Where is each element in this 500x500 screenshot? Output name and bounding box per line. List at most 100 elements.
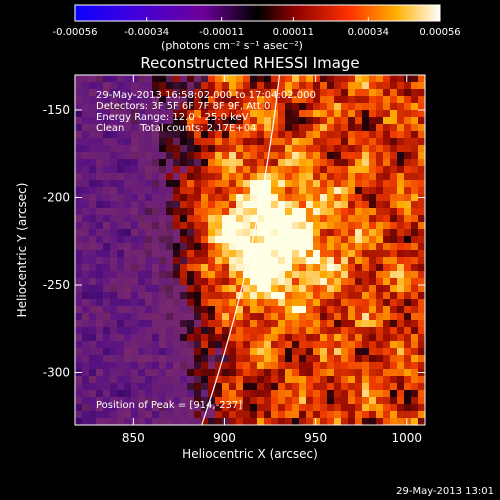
image-pixel xyxy=(243,138,251,146)
image-pixel xyxy=(208,313,216,321)
image-pixel xyxy=(82,215,90,223)
image-pixel xyxy=(257,215,265,223)
image-pixel xyxy=(138,341,146,349)
image-pixel xyxy=(243,117,251,125)
image-pixel xyxy=(292,390,300,398)
image-pixel xyxy=(334,278,342,286)
image-pixel xyxy=(292,124,300,132)
image-pixel xyxy=(257,138,265,146)
image-pixel xyxy=(117,376,125,384)
image-pixel xyxy=(250,348,258,356)
image-pixel xyxy=(278,180,286,188)
image-pixel xyxy=(152,138,160,146)
image-pixel xyxy=(243,376,251,384)
image-pixel xyxy=(334,243,342,251)
image-pixel xyxy=(145,306,153,314)
image-pixel xyxy=(201,187,209,195)
image-pixel xyxy=(278,278,286,286)
image-pixel xyxy=(313,334,321,342)
image-pixel xyxy=(334,292,342,300)
image-pixel xyxy=(222,383,230,391)
image-pixel xyxy=(208,278,216,286)
image-pixel xyxy=(271,236,279,244)
image-pixel xyxy=(264,103,272,111)
image-pixel xyxy=(124,292,132,300)
image-pixel xyxy=(320,187,328,195)
image-pixel xyxy=(334,89,342,97)
image-pixel xyxy=(334,173,342,181)
image-pixel xyxy=(397,383,405,391)
image-pixel xyxy=(173,313,181,321)
image-pixel xyxy=(250,264,258,272)
image-pixel xyxy=(313,418,321,425)
image-pixel xyxy=(285,348,293,356)
image-pixel xyxy=(103,187,111,195)
image-pixel xyxy=(152,397,160,405)
image-pixel xyxy=(208,348,216,356)
image-pixel xyxy=(103,138,111,146)
image-pixel xyxy=(292,264,300,272)
image-pixel xyxy=(159,173,167,181)
image-pixel xyxy=(404,348,412,356)
image-pixel xyxy=(320,306,328,314)
image-pixel xyxy=(173,96,181,104)
image-pixel xyxy=(271,75,279,83)
image-pixel xyxy=(145,215,153,223)
image-pixel xyxy=(327,75,335,83)
image-pixel xyxy=(110,383,118,391)
image-pixel xyxy=(187,229,195,237)
image-pixel xyxy=(355,180,363,188)
image-pixel xyxy=(327,404,335,412)
image-pixel xyxy=(383,306,391,314)
image-pixel xyxy=(264,278,272,286)
image-pixel xyxy=(145,201,153,209)
image-pixel xyxy=(159,390,167,398)
image-pixel xyxy=(397,313,405,321)
image-pixel xyxy=(201,152,209,160)
image-pixel xyxy=(187,166,195,174)
image-pixel xyxy=(96,334,104,342)
annotation-detectors: Detectors: 3F 5F 6F 7F 8F 9F, Att 0 xyxy=(96,101,270,112)
image-pixel xyxy=(138,313,146,321)
image-pixel xyxy=(313,180,321,188)
image-pixel xyxy=(187,208,195,216)
image-pixel xyxy=(369,159,377,167)
image-pixel xyxy=(103,278,111,286)
image-pixel xyxy=(383,397,391,405)
image-pixel xyxy=(110,313,118,321)
image-pixel xyxy=(397,103,405,111)
image-pixel xyxy=(334,103,342,111)
image-pixel xyxy=(285,292,293,300)
image-pixel xyxy=(236,418,244,425)
image-pixel xyxy=(369,187,377,195)
image-pixel xyxy=(173,243,181,251)
image-pixel xyxy=(96,110,104,118)
image-pixel xyxy=(271,117,279,125)
image-pixel xyxy=(334,376,342,384)
image-pixel xyxy=(180,103,188,111)
image-pixel xyxy=(306,229,314,237)
image-pixel xyxy=(278,173,286,181)
image-pixel xyxy=(271,390,279,398)
image-pixel xyxy=(145,173,153,181)
image-pixel xyxy=(271,138,279,146)
image-pixel xyxy=(131,320,139,328)
image-pixel xyxy=(313,208,321,216)
image-pixel xyxy=(362,215,370,223)
image-pixel xyxy=(117,138,125,146)
image-pixel xyxy=(187,271,195,279)
image-pixel xyxy=(180,271,188,279)
image-pixel xyxy=(201,236,209,244)
image-pixel xyxy=(103,89,111,97)
image-pixel xyxy=(313,390,321,398)
image-pixel xyxy=(180,278,188,286)
image-pixel xyxy=(124,138,132,146)
image-pixel xyxy=(208,285,216,293)
image-pixel xyxy=(173,173,181,181)
image-pixel xyxy=(145,327,153,335)
image-pixel xyxy=(369,243,377,251)
image-pixel xyxy=(257,117,265,125)
image-pixel xyxy=(278,166,286,174)
image-pixel xyxy=(117,327,125,335)
image-pixel xyxy=(75,271,83,279)
